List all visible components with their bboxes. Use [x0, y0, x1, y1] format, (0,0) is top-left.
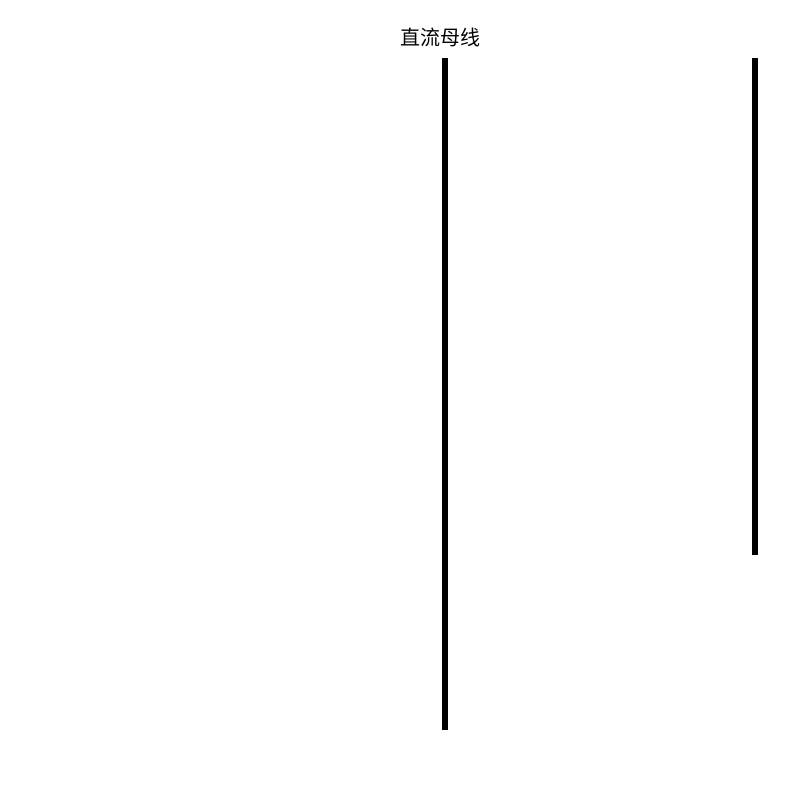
- dc-bus: [442, 58, 448, 730]
- svg-text:直流母线: 直流母线: [400, 27, 480, 50]
- grid-bus: [752, 58, 758, 555]
